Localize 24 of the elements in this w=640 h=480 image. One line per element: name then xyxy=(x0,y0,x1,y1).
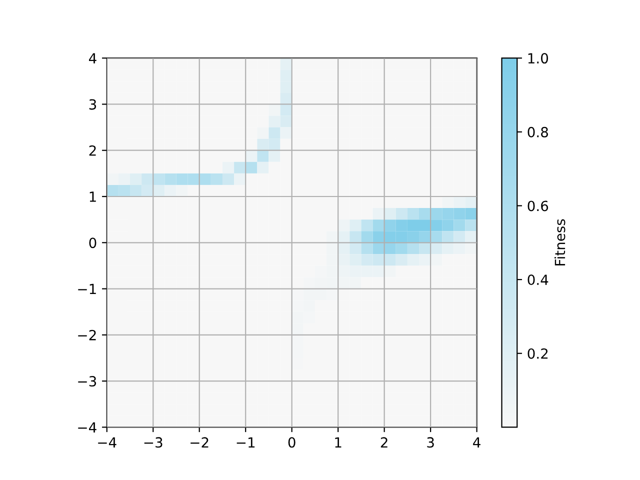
color-bar-label: 1.0 xyxy=(528,53,548,64)
x-tick-label: −3 xyxy=(144,437,162,448)
color-bar-label: 0.4 xyxy=(528,274,548,286)
y-tick-label: −2 xyxy=(78,330,96,340)
y-tick-label: −1 xyxy=(78,284,96,294)
x-tick-label: −2 xyxy=(190,437,208,448)
y-tick-label: 3 xyxy=(89,99,96,110)
y-tick-label: 0 xyxy=(89,238,96,248)
y-tick-label: −4 xyxy=(78,422,96,432)
y-tick-label: 1 xyxy=(90,192,96,202)
y-tick-label: 2 xyxy=(89,145,96,156)
color-bar-title: Fitness xyxy=(554,219,566,266)
x-tick-label: −4 xyxy=(98,437,116,448)
x-tick-label: 4 xyxy=(473,437,480,448)
color-bar-label: 0.8 xyxy=(528,126,548,138)
color-bar-label: 0.6 xyxy=(528,200,548,212)
x-tick-label: 0 xyxy=(288,437,296,448)
y-tick-label: −3 xyxy=(78,376,96,387)
color-bar-label: 0.2 xyxy=(528,348,548,359)
x-tick-label: −1 xyxy=(236,437,255,448)
x-tick-label: 3 xyxy=(427,437,434,448)
x-tick-label: 1 xyxy=(335,437,342,448)
x-tick-label: 2 xyxy=(380,437,388,448)
y-tick-label: 4 xyxy=(89,53,96,64)
